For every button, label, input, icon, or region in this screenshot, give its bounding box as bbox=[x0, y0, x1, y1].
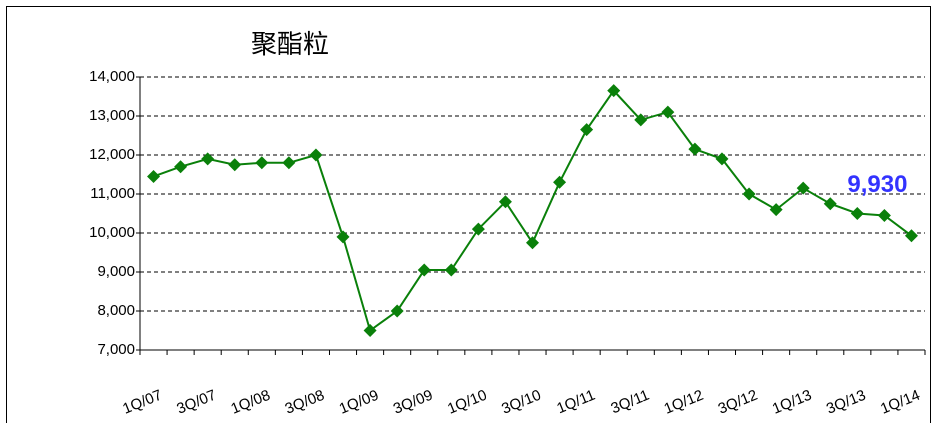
marker bbox=[309, 148, 323, 162]
marker bbox=[850, 207, 864, 220]
y-tick-label: 7,000 bbox=[97, 341, 135, 358]
marker bbox=[715, 152, 729, 166]
y-tick-label: 9,000 bbox=[97, 263, 135, 280]
marker bbox=[444, 263, 458, 277]
x-tick-label: 1Q/07 bbox=[120, 387, 164, 418]
y-tick-label: 10,000 bbox=[89, 224, 135, 241]
x-tick-label: 1Q/12 bbox=[662, 387, 706, 418]
marker bbox=[282, 156, 296, 170]
marker bbox=[607, 84, 621, 98]
marker bbox=[796, 181, 810, 195]
x-tick-label: 1Q/10 bbox=[445, 387, 489, 418]
x-tick-label: 3Q/10 bbox=[499, 387, 543, 418]
marker bbox=[688, 142, 702, 156]
marker bbox=[363, 324, 377, 337]
x-tick-label: 3Q/08 bbox=[283, 387, 327, 418]
x-tick-label: 3Q/09 bbox=[391, 387, 435, 418]
marker bbox=[255, 156, 269, 170]
marker bbox=[498, 195, 512, 209]
chart-title: 聚酯粒 bbox=[251, 29, 329, 59]
y-tick-label: 13,000 bbox=[89, 107, 135, 124]
marker bbox=[580, 123, 594, 137]
line bbox=[153, 89, 913, 333]
marker bbox=[877, 208, 891, 222]
x-tick-label: 1Q/09 bbox=[337, 387, 381, 418]
marker bbox=[174, 160, 188, 174]
y-tick-label: 14,000 bbox=[89, 68, 135, 85]
marker bbox=[336, 230, 350, 244]
value-label: 9,930 bbox=[847, 171, 907, 198]
x-tick-label: 1Q/13 bbox=[770, 387, 814, 418]
x-tick-label: 1Q/11 bbox=[554, 387, 597, 418]
y-tick-label: 8,000 bbox=[97, 302, 135, 319]
marker bbox=[553, 175, 567, 189]
marker bbox=[417, 263, 431, 277]
x-tick-label: 3Q/07 bbox=[174, 387, 218, 418]
x-tick-label: 1Q/14 bbox=[878, 387, 922, 418]
marker bbox=[201, 152, 215, 166]
chart-frame bbox=[6, 6, 931, 423]
marker bbox=[526, 236, 539, 250]
y-tick-label: 12,000 bbox=[89, 146, 135, 163]
marker bbox=[471, 222, 485, 236]
x-tick-label: 3Q/11 bbox=[609, 387, 652, 418]
marker bbox=[823, 197, 837, 211]
marker bbox=[634, 113, 648, 127]
x-tick-label: 3Q/13 bbox=[824, 387, 868, 418]
marker bbox=[769, 203, 783, 217]
marker bbox=[390, 304, 404, 318]
marker bbox=[742, 187, 756, 201]
marker bbox=[661, 105, 675, 119]
x-tick-label: 1Q/08 bbox=[229, 387, 273, 418]
y-tick-label: 11,000 bbox=[90, 185, 135, 202]
marker bbox=[147, 169, 161, 183]
marker bbox=[904, 229, 918, 243]
marker bbox=[228, 158, 242, 172]
x-tick-label: 3Q/12 bbox=[716, 387, 760, 418]
